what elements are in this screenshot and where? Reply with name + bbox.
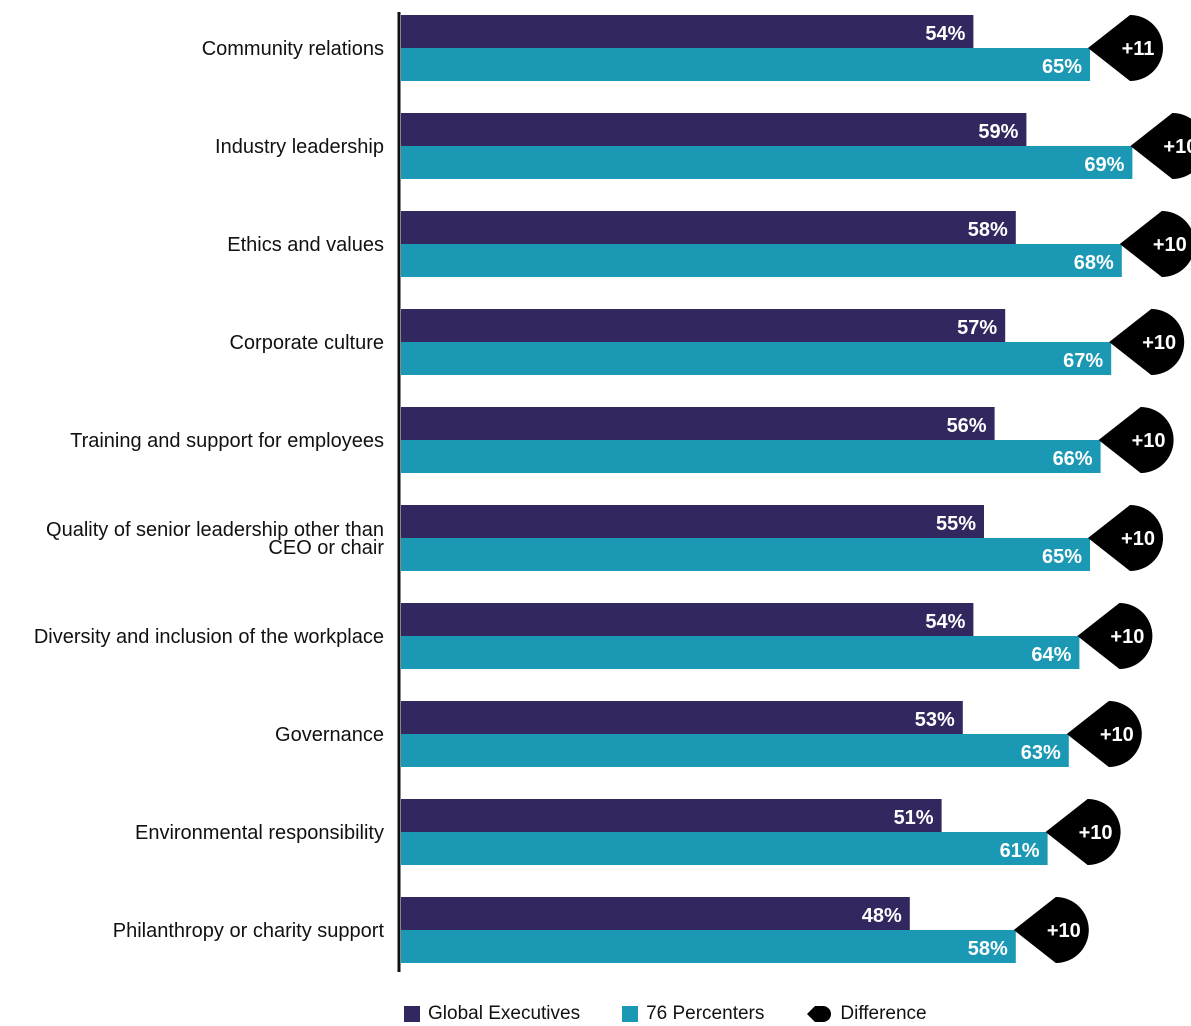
difference-label: +10	[1100, 724, 1134, 746]
category-label: Quality of senior leadership other than	[46, 519, 384, 541]
difference-marker	[1098, 407, 1174, 473]
bar	[401, 309, 1006, 342]
category-label: Environmental responsibility	[135, 822, 384, 844]
bar	[401, 832, 1048, 865]
bar	[401, 897, 910, 930]
data-label: 54%	[925, 611, 965, 633]
legend-swatch-difference	[807, 1006, 832, 1022]
bar	[401, 48, 1090, 81]
difference-marker	[1077, 603, 1153, 669]
bar	[401, 930, 1016, 963]
difference-marker	[1119, 211, 1191, 277]
bar	[401, 342, 1112, 375]
category-label: Community relations	[202, 38, 384, 60]
legend-item-difference: Difference	[806, 1003, 927, 1025]
data-label: 57%	[957, 317, 997, 339]
difference-label: +10	[1047, 920, 1081, 942]
bar	[401, 734, 1069, 767]
bar	[401, 15, 974, 48]
category-label: CEO or chair	[268, 537, 384, 559]
bar	[401, 211, 1016, 244]
data-label: 63%	[1021, 742, 1061, 764]
category-label: Diversity and inclusion of the workplace	[34, 626, 384, 648]
difference-label: +10	[1163, 136, 1191, 158]
bar	[401, 538, 1090, 571]
data-label: 64%	[1031, 644, 1071, 666]
bar	[401, 505, 984, 538]
data-label: 67%	[1063, 350, 1103, 372]
legend-item-global-executives: Global Executives	[404, 1003, 580, 1025]
data-label: 65%	[1042, 56, 1082, 78]
bar	[401, 407, 995, 440]
legend-label-global-executives: Global Executives	[428, 1003, 581, 1024]
difference-marker	[1130, 113, 1191, 179]
difference-marker	[1013, 897, 1089, 963]
category-label: Ethics and values	[227, 234, 384, 256]
data-label: 58%	[968, 219, 1008, 241]
category-label: Governance	[275, 724, 384, 746]
difference-label: +11	[1122, 38, 1155, 60]
difference-label: +10	[1153, 234, 1187, 256]
data-label: 68%	[1074, 252, 1114, 274]
category-label: Industry leadership	[215, 136, 384, 158]
bar	[401, 701, 963, 734]
bar-chart: Community relations 54% 65% +11 Industry lea…	[34, 12, 1191, 972]
data-label: 54%	[925, 23, 965, 45]
legend-label-difference: Difference	[840, 1003, 927, 1024]
difference-marker	[1109, 309, 1185, 375]
bar	[401, 113, 1027, 146]
data-label: 59%	[978, 121, 1018, 143]
difference-label: +10	[1079, 822, 1113, 844]
data-label: 56%	[947, 415, 987, 437]
difference-marker	[1088, 504, 1164, 572]
bar	[401, 440, 1101, 473]
data-label: 66%	[1053, 448, 1093, 470]
bar	[401, 244, 1122, 277]
category-label: Corporate culture	[229, 332, 384, 354]
difference-label: +10	[1110, 626, 1144, 648]
data-label: 48%	[862, 905, 902, 927]
difference-marker	[1088, 15, 1163, 81]
data-label: 65%	[1042, 546, 1082, 568]
bar	[401, 799, 942, 832]
legend: Global Executives 76 Percenters Differen…	[404, 1003, 969, 1025]
data-label: 51%	[894, 807, 934, 829]
legend-label-76-percenters: 76 Percenters	[646, 1003, 765, 1024]
data-label: 69%	[1084, 154, 1124, 176]
legend-swatch-76-percenters	[622, 1006, 639, 1022]
category-label: Training and support for employees	[70, 430, 384, 452]
data-label: 55%	[936, 513, 976, 535]
bar	[401, 146, 1133, 179]
difference-marker	[1045, 799, 1121, 865]
bar	[401, 636, 1080, 669]
legend-swatch-global-executives	[404, 1006, 420, 1022]
difference-marker	[1066, 701, 1142, 767]
legend-item-76-percenters: 76 Percenters	[622, 1003, 764, 1025]
difference-label: +10	[1121, 528, 1155, 550]
bar	[401, 603, 974, 636]
difference-label: +10	[1132, 430, 1166, 452]
data-label: 61%	[1000, 840, 1040, 862]
data-label: 58%	[968, 938, 1008, 960]
category-label: Philanthropy or charity support	[113, 920, 385, 942]
data-label: 53%	[915, 709, 955, 731]
difference-label: +10	[1142, 332, 1176, 354]
